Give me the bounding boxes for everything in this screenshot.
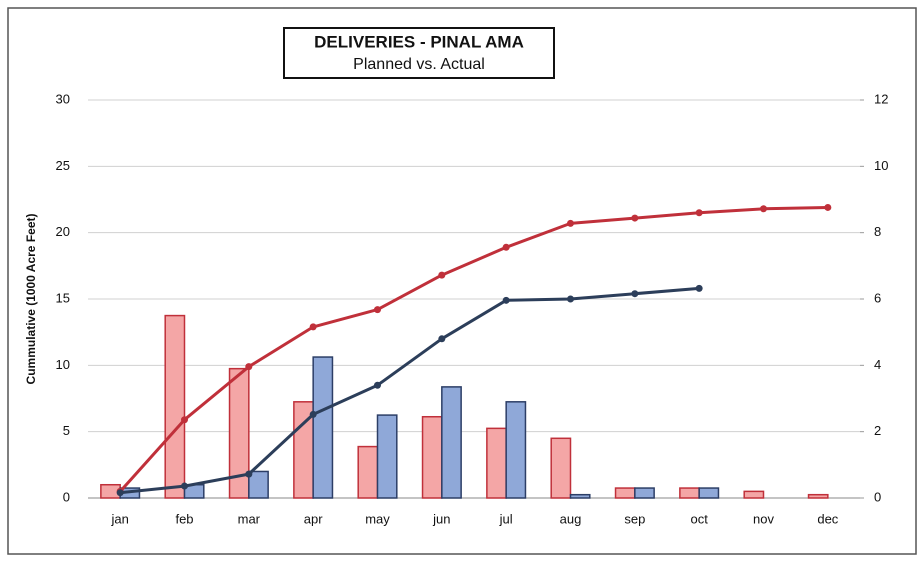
y-tick-label: 15 <box>56 290 70 305</box>
x-tick-label: dec <box>817 511 838 526</box>
line <box>119 206 828 493</box>
bar <box>357 445 379 499</box>
x-tick-label: jun <box>432 511 450 526</box>
line-point <box>438 271 446 279</box>
y-tick-label: 10 <box>56 357 70 372</box>
title-box <box>283 27 555 79</box>
line-point <box>502 296 510 304</box>
y-tick-label: 20 <box>56 224 70 239</box>
bar <box>486 427 507 499</box>
line-point <box>374 381 381 389</box>
bar <box>421 415 443 499</box>
y2-tick-label: 12 <box>874 91 888 106</box>
line-point <box>438 335 446 343</box>
chart-title: DELIVERIES - PINAL AMA <box>314 32 524 51</box>
line <box>120 286 700 495</box>
bar <box>634 487 655 499</box>
x-tick-label: feb <box>175 511 193 526</box>
bar <box>807 493 829 499</box>
line-point <box>695 209 703 217</box>
x-tick-label: jan <box>110 511 128 526</box>
bar <box>312 356 334 499</box>
y2-tick-label: 0 <box>874 489 881 504</box>
bar <box>228 367 250 499</box>
line-point <box>181 482 188 490</box>
bar <box>698 487 720 499</box>
bar <box>441 386 462 499</box>
chart-subtitle: Planned vs. Actual <box>353 56 485 73</box>
bar <box>376 414 398 499</box>
line-point <box>502 243 510 251</box>
y2-tick-label: 10 <box>874 158 888 173</box>
chart-frame <box>7 7 917 555</box>
line-point <box>567 219 574 227</box>
line-point <box>245 363 253 371</box>
y-tick-label: 5 <box>63 423 70 438</box>
line-point <box>760 205 767 213</box>
y2-tick-label: 6 <box>874 290 881 305</box>
bar <box>248 470 269 499</box>
bar <box>550 437 572 499</box>
x-tick-label: sep <box>624 511 645 526</box>
line-point <box>374 306 381 314</box>
x-tick-label: may <box>365 511 390 526</box>
bar <box>679 487 700 499</box>
line-point <box>695 284 703 292</box>
x-tick-label: mar <box>238 511 261 526</box>
line-point <box>309 323 317 331</box>
x-tick-label: aug <box>560 511 582 526</box>
line-point <box>245 470 253 478</box>
bar <box>614 487 636 499</box>
y-tick-label: 30 <box>56 91 70 106</box>
bar <box>743 490 765 499</box>
line-point <box>567 295 574 303</box>
x-tick-label: jul <box>499 511 513 526</box>
y2-tick-label: 8 <box>874 224 881 239</box>
x-tick-label: apr <box>304 511 323 526</box>
y-axis-label: Cummulative (1000 Acre Feet) <box>24 214 38 385</box>
line-point <box>116 489 124 497</box>
y-tick-label: 0 <box>63 489 70 504</box>
line-point <box>824 203 832 211</box>
bar <box>164 314 186 499</box>
y2-tick-label: 4 <box>874 357 881 372</box>
bar <box>569 493 591 499</box>
y2-tick-label: 2 <box>874 423 881 438</box>
bar <box>505 401 527 499</box>
y-tick-label: 25 <box>56 158 70 173</box>
line-point <box>631 214 639 222</box>
line-point <box>181 416 188 424</box>
line-point <box>309 410 317 418</box>
x-tick-label: nov <box>753 511 774 526</box>
line-point <box>631 290 639 298</box>
x-tick-label: oct <box>690 511 708 526</box>
